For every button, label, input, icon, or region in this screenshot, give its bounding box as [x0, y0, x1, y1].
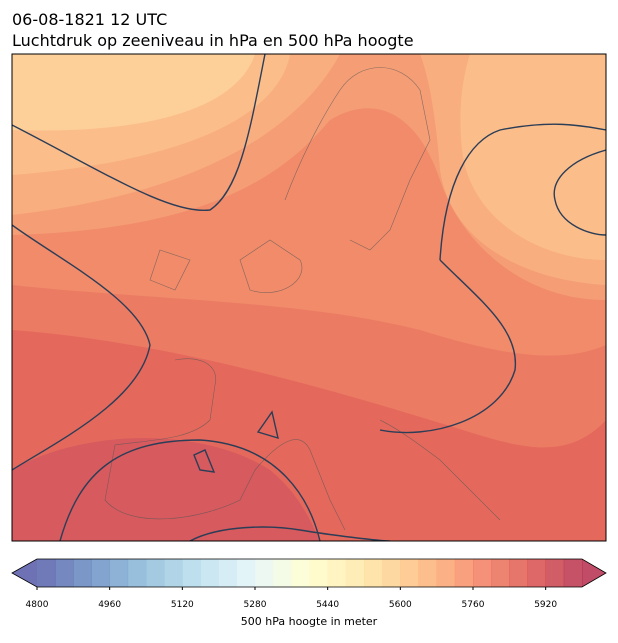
- colorbar-tick-label: 5280: [244, 600, 267, 610]
- isobar: [189, 526, 391, 541]
- colorbar-box: [37, 559, 56, 587]
- colorbar-box: [218, 559, 238, 587]
- isobar: [12, 54, 266, 212]
- isobar: [439, 123, 606, 261]
- colorbar-tick-label: 5920: [534, 600, 557, 610]
- colorbar-box: [236, 559, 256, 587]
- colorbar-box: [291, 559, 310, 587]
- colorbar-extend: [582, 559, 606, 587]
- colorbar-box: [182, 559, 201, 587]
- colorbar: 4800 4960 5120 5280 5440 5600 5760 5920: [11, 558, 607, 610]
- colorbar-box: [418, 559, 437, 587]
- colorbar-box: [473, 559, 492, 587]
- colorbar-box: [109, 559, 129, 587]
- colorbar-tick-label: 5760: [462, 600, 485, 610]
- colorbar-box: [491, 559, 510, 587]
- colorbar-box: [309, 559, 328, 587]
- colorbar-box: [527, 559, 546, 587]
- title: 06-08-1821 12 UTC: [12, 10, 167, 29]
- colorbar-box: [73, 559, 92, 587]
- colorbar-tick-label: 5600: [389, 600, 412, 610]
- colorbar-box: [200, 559, 219, 587]
- colorbar-box: [164, 559, 183, 587]
- isobar: [59, 439, 321, 541]
- isobar: [379, 259, 517, 434]
- colorbar-box: [273, 559, 292, 587]
- band: [12, 54, 255, 131]
- colorbar-box: [454, 559, 474, 587]
- colorbar-box: [146, 559, 165, 587]
- colorbar-label: 500 hPa hoogte in meter: [241, 615, 378, 628]
- colorbar-tick-label: 4800: [26, 600, 49, 610]
- colorbar-extend: [12, 559, 37, 587]
- coastline: [104, 67, 501, 531]
- colorbar-box: [509, 559, 528, 587]
- colorbar-box: [400, 559, 419, 587]
- colorbar-box: [563, 559, 583, 587]
- subtitle: Luchtdruk op zeeniveau in hPa en 500 hPa…: [12, 31, 414, 50]
- colorbar-box: [436, 559, 456, 587]
- colorbar-box: [345, 559, 365, 587]
- colorbar-box: [382, 559, 401, 587]
- colorbar-tick-label: 5120: [171, 600, 194, 610]
- colorbar-box: [327, 559, 347, 587]
- isobar: [553, 149, 606, 236]
- colorbar-box: [545, 559, 565, 587]
- colorbar-outline: [11, 558, 607, 588]
- map: [11, 53, 607, 542]
- band: [12, 438, 320, 541]
- isobar: [12, 224, 151, 471]
- colorbar-box: [127, 559, 147, 587]
- isobar: [193, 410, 279, 473]
- colorbar-box: [364, 559, 383, 587]
- colorbar-tick-label: 5440: [316, 600, 339, 610]
- map-frame: [11, 53, 607, 542]
- colorbar-tick-label: 4960: [98, 600, 121, 610]
- colorbar-box: [55, 559, 74, 587]
- colorbar-box: [91, 559, 110, 587]
- colorbar-box: [255, 559, 274, 587]
